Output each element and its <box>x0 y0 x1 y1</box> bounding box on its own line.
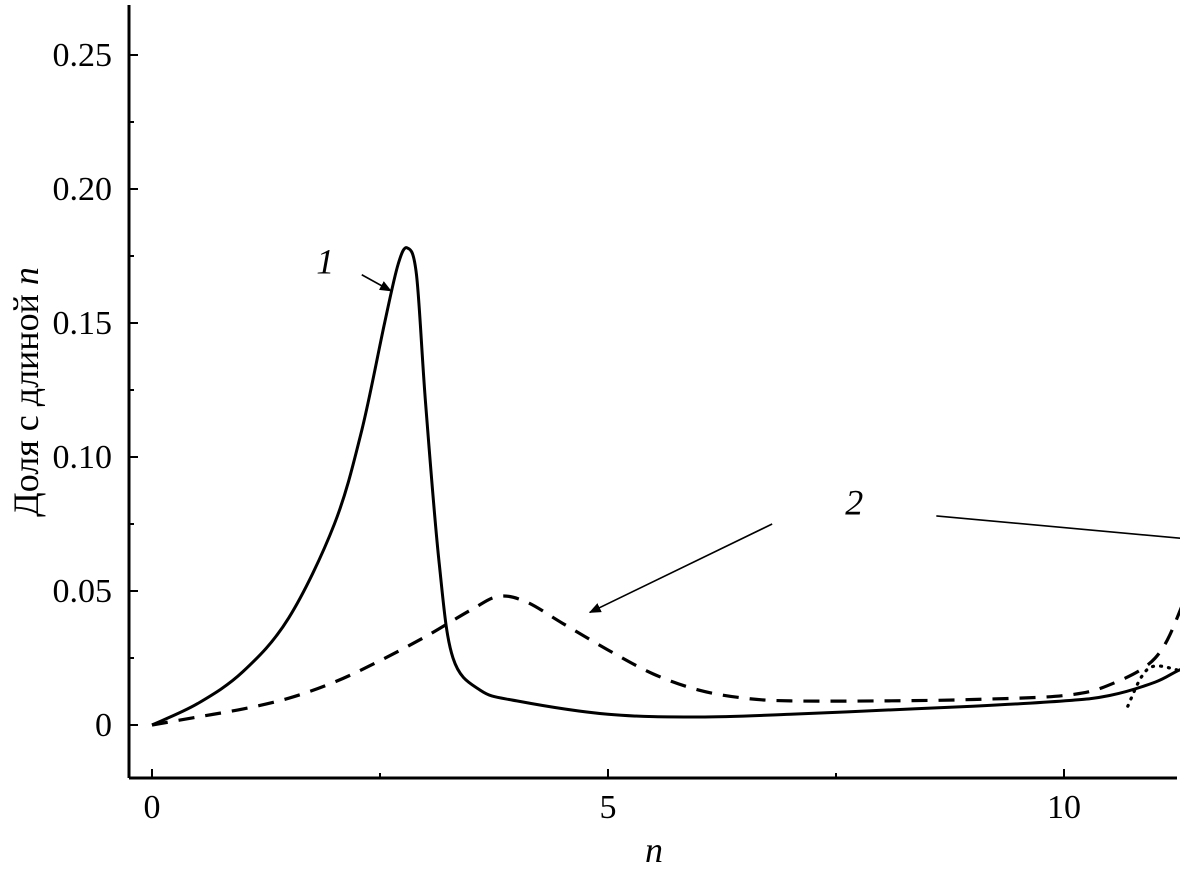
x-ticks: 05101520 <box>144 769 1081 826</box>
y-axis-title-prefix: Доля с длиной <box>6 285 46 517</box>
series-line-1-solid <box>151 246 1180 727</box>
y-ticks: 0 0.05 0.10 0.15 0.20 0.25 <box>53 37 138 744</box>
y-tick-label: 0.25 <box>53 37 113 74</box>
y-tick-label: 0.10 <box>53 439 113 476</box>
x-tick-label: 10 <box>1047 789 1081 826</box>
x-axis-title: n <box>645 830 663 870</box>
series-line-2-dashed <box>151 594 1180 727</box>
y-tick-label: 0 <box>95 707 112 744</box>
series-line-3-dotted <box>1126 664 1180 708</box>
annotation-arrow-2-3 <box>936 515 1180 539</box>
y-tick-label: 0.20 <box>53 171 113 208</box>
series-group <box>151 246 1180 727</box>
x-tick-label: 5 <box>600 789 617 826</box>
annotations: 123 <box>316 241 1180 614</box>
axes <box>127 5 1177 780</box>
y-axis-title-var: n <box>6 267 46 285</box>
curve-label-2: 2 <box>845 483 863 523</box>
x-tick-label: 0 <box>144 789 161 826</box>
annotation-arrow-2-2 <box>588 523 773 614</box>
y-axis-title: Доля с длиной n <box>6 267 46 517</box>
curve-label-1: 1 <box>316 241 334 281</box>
y-tick-label: 0.05 <box>53 573 113 610</box>
y-tick-label: 0.15 <box>53 305 113 342</box>
annotation-arrow-1-1 <box>361 274 392 292</box>
